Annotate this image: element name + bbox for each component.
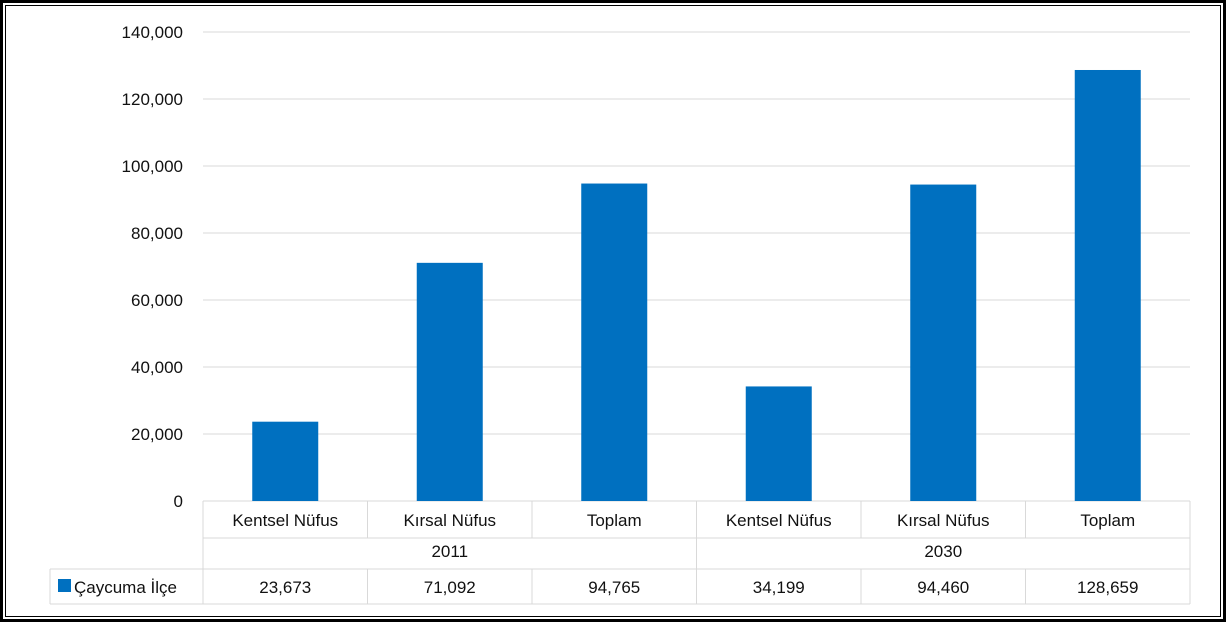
data-table-value: 71,092: [424, 578, 476, 597]
data-table-value: 34,199: [753, 578, 805, 597]
y-tick-label: 100,000: [122, 157, 183, 176]
x-tick-label: Kırsal Nüfus: [897, 511, 990, 530]
y-tick-label: 120,000: [122, 90, 183, 109]
x-group-label: 2030: [924, 542, 962, 561]
bar: [1074, 69, 1141, 502]
x-tick-label: Kırsal Nüfus: [403, 511, 496, 530]
y-tick-label: 60,000: [131, 291, 183, 310]
x-group-label: 2011: [431, 542, 468, 561]
legend-series-name: Çaycuma İlçe: [74, 578, 177, 597]
legend-swatch: [58, 579, 71, 592]
bar: [581, 183, 648, 502]
x-tick-label: Toplam: [1080, 511, 1135, 530]
x-tick-label: Kentsel Nüfus: [726, 511, 832, 530]
x-tick-label: Kentsel Nüfus: [232, 511, 338, 530]
data-table-value: 94,765: [588, 578, 640, 597]
x-tick-label: Toplam: [587, 511, 642, 530]
y-tick-label: 140,000: [122, 23, 183, 42]
data-table-value: 94,460: [917, 578, 969, 597]
y-tick-label: 80,000: [131, 224, 183, 243]
data-table-value: 128,659: [1077, 578, 1138, 597]
bar: [910, 184, 977, 501]
bar: [252, 421, 319, 501]
y-tick-label: 20,000: [131, 425, 183, 444]
data-table-value: 23,673: [259, 578, 311, 597]
bar: [745, 386, 812, 501]
bar: [416, 262, 483, 501]
y-tick-label: 40,000: [131, 358, 183, 377]
y-tick-label: 0: [174, 492, 183, 511]
